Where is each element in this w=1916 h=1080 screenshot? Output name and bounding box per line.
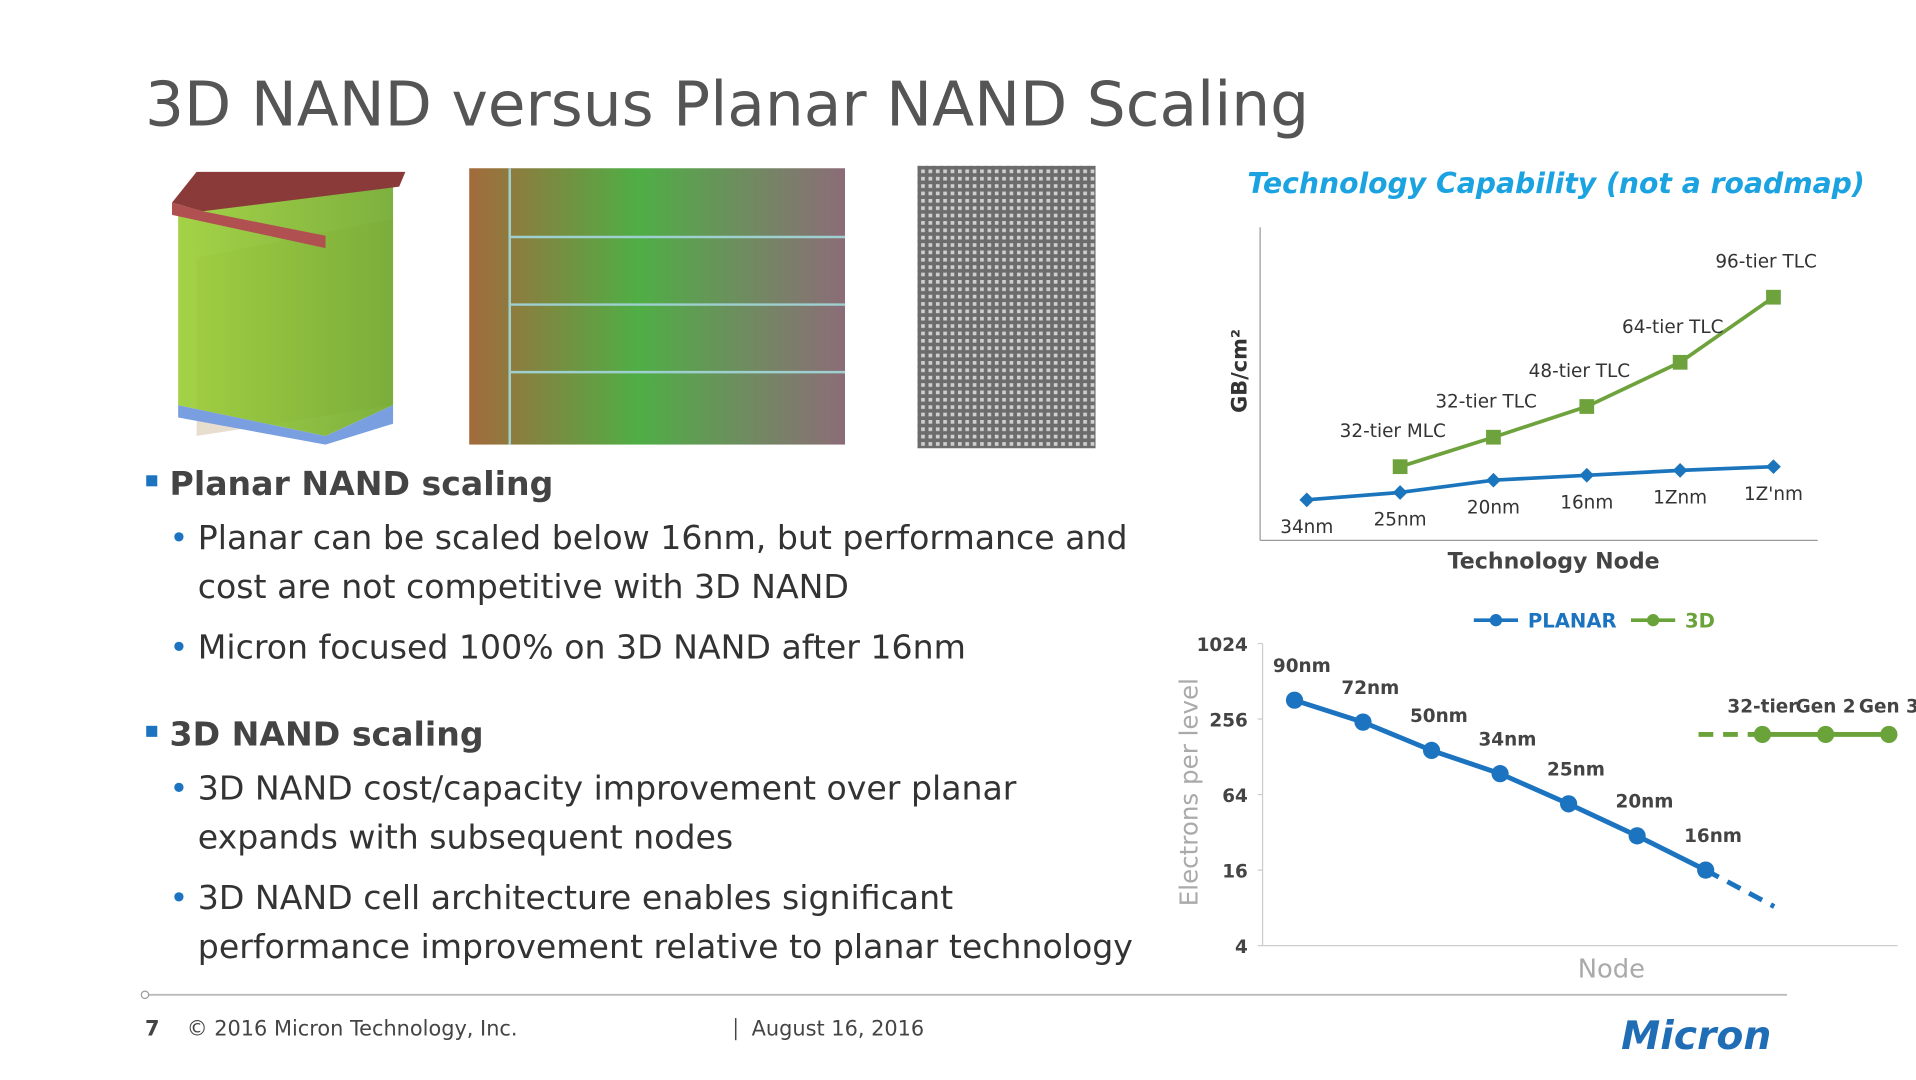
sub-bullet-text: Planar can be scaled below 16nm, but per… xyxy=(198,518,1128,557)
bullet-heading: Planar NAND scaling xyxy=(170,464,554,503)
copyright: © 2016 Micron Technology, Inc. xyxy=(187,1016,518,1040)
x-axis-label: Technology Node xyxy=(1448,549,1660,575)
y-tick-label: 1024 xyxy=(1197,635,1248,656)
y-tick-label: 256 xyxy=(1209,710,1247,731)
marker xyxy=(1486,429,1501,445)
y-tick-label: 4 xyxy=(1235,937,1248,958)
point-label: Gen 2 xyxy=(1796,696,1856,717)
sub-bullet-dot: • xyxy=(170,628,189,666)
x-tick-label: 1Z'nm xyxy=(1744,484,1803,505)
y-axis-label: Electrons per level xyxy=(1174,678,1203,906)
image-die xyxy=(469,168,846,445)
point-label: Gen 3 xyxy=(1859,696,1916,717)
marker xyxy=(1285,691,1304,709)
marker xyxy=(1392,459,1408,475)
point-label: 48-tier TLC xyxy=(1529,361,1631,382)
bullet-square xyxy=(146,475,158,487)
point-label: 32-tier TLC xyxy=(1435,392,1537,413)
sub-bullet-dot: • xyxy=(170,519,189,557)
sub-bullet-text: performance improvement relative to plan… xyxy=(198,927,1133,966)
x-tick-label: 34nm xyxy=(1280,517,1333,538)
point-label: 25nm xyxy=(1547,760,1605,781)
point-label: 32-tier xyxy=(1727,696,1798,717)
page-number: 7 xyxy=(145,1016,160,1040)
marker xyxy=(1817,725,1835,744)
marker xyxy=(1491,765,1509,783)
marker xyxy=(1766,289,1781,305)
marker xyxy=(1299,492,1315,508)
legend-label: PLANAR xyxy=(1528,610,1617,633)
marker xyxy=(1392,485,1408,500)
bullet-heading: 3D NAND scaling xyxy=(170,714,484,753)
legend-label: 3D xyxy=(1685,610,1715,633)
marker xyxy=(1672,354,1688,370)
marker xyxy=(1697,861,1715,879)
marker xyxy=(1422,741,1441,760)
sub-bullet-text: Micron focused 100% on 3D NAND after 16n… xyxy=(198,627,966,666)
x-tick-label: 16nm xyxy=(1560,492,1613,513)
image-die-lines xyxy=(508,168,846,445)
sub-bullet-text: cost are not competitive with 3D NAND xyxy=(198,567,849,606)
x-tick-label: 25nm xyxy=(1374,510,1427,531)
point-label: 20nm xyxy=(1616,792,1674,813)
point-label: 72nm xyxy=(1341,678,1399,699)
marker xyxy=(1880,725,1898,744)
y-axis-label: GB/cm² xyxy=(1228,329,1252,413)
y-tick-label: 16 xyxy=(1222,861,1248,882)
legend-marker xyxy=(1646,614,1660,627)
point-label: 90nm xyxy=(1273,656,1331,677)
legend-marker xyxy=(1489,614,1503,627)
x-tick-label: 20nm xyxy=(1467,497,1520,518)
point-label: 96-tier TLC xyxy=(1715,252,1817,273)
marker xyxy=(1766,459,1781,475)
sub-bullet-text: expands with subsequent nodes xyxy=(198,818,733,857)
point-label: 34nm xyxy=(1479,729,1537,750)
image-cross-section xyxy=(917,165,1096,449)
bullet-square xyxy=(146,725,158,737)
projection-line xyxy=(1704,867,1776,909)
point-label: 32-tier MLC xyxy=(1340,421,1446,442)
marker xyxy=(1628,827,1646,845)
marker xyxy=(1486,472,1501,488)
marker xyxy=(1560,795,1578,813)
point-label: 16nm xyxy=(1684,826,1742,847)
marker xyxy=(1672,462,1688,478)
x-tick-label: 1Znm xyxy=(1653,488,1707,509)
title: 3D NAND versus Planar NAND Scaling xyxy=(145,69,1309,140)
point-label: 64-tier TLC xyxy=(1622,317,1724,338)
series-line xyxy=(1306,464,1774,502)
y-tick-label: 64 xyxy=(1222,786,1248,807)
sub-bullet-text: 3D NAND cost/capacity improvement over p… xyxy=(198,768,1017,807)
sub-bullet-text: 3D NAND cell architecture enables signif… xyxy=(198,878,953,917)
date: August 16, 2016 xyxy=(752,1016,925,1040)
marker xyxy=(1579,467,1595,483)
separator-dot xyxy=(140,990,150,1000)
image-3d-array xyxy=(172,171,406,445)
x-axis-label: Node xyxy=(1578,955,1645,985)
marker xyxy=(1579,399,1595,414)
sub-bullet-dot: • xyxy=(170,879,189,917)
sub-bullet-dot: • xyxy=(170,769,189,807)
point-label: 50nm xyxy=(1410,706,1468,727)
chart-title: Technology Capability (not a roadmap) xyxy=(1247,167,1864,200)
marker xyxy=(1753,725,1772,744)
marker xyxy=(1354,713,1372,731)
logo: Micron xyxy=(1621,1014,1771,1059)
